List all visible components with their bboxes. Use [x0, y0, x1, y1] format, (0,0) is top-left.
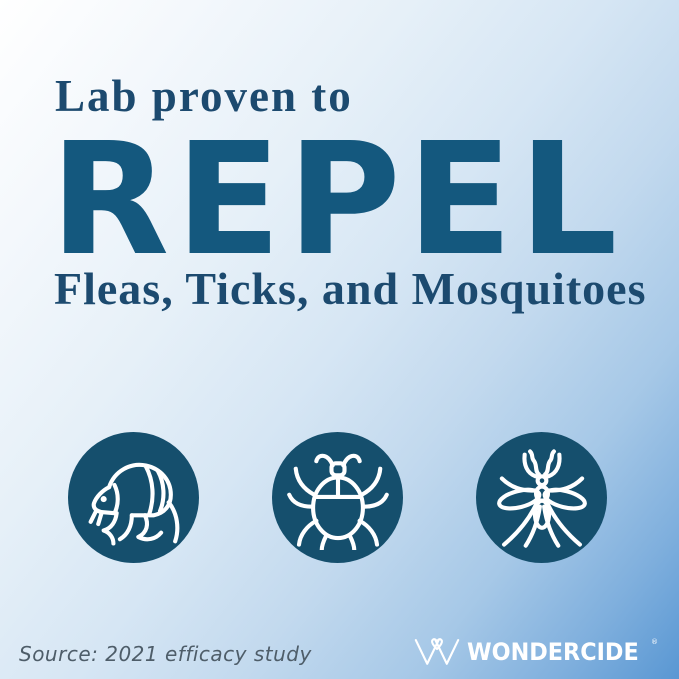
mosquito-badge: [476, 432, 607, 563]
pest-icon-row: [68, 432, 607, 563]
mosquito-icon: [490, 446, 594, 550]
registered-trademark-icon: ®: [651, 637, 658, 646]
brand-name: WONDERCIDE: [467, 637, 640, 666]
tick-badge: [272, 432, 403, 563]
w-heart-logo-icon: [414, 636, 460, 667]
brand-lockup: WONDERCIDE ®: [414, 636, 666, 667]
tick-icon: [286, 446, 390, 550]
flea-icon: [82, 446, 186, 550]
eyebrow-text: Lab proven to: [55, 71, 353, 121]
source-note: Source: 2021 efficacy study: [19, 642, 312, 666]
subheadline-text: Fleas, Ticks, and Mosquitoes: [54, 263, 647, 314]
flea-badge: [68, 432, 199, 563]
headline-text: REPEL: [50, 109, 624, 290]
